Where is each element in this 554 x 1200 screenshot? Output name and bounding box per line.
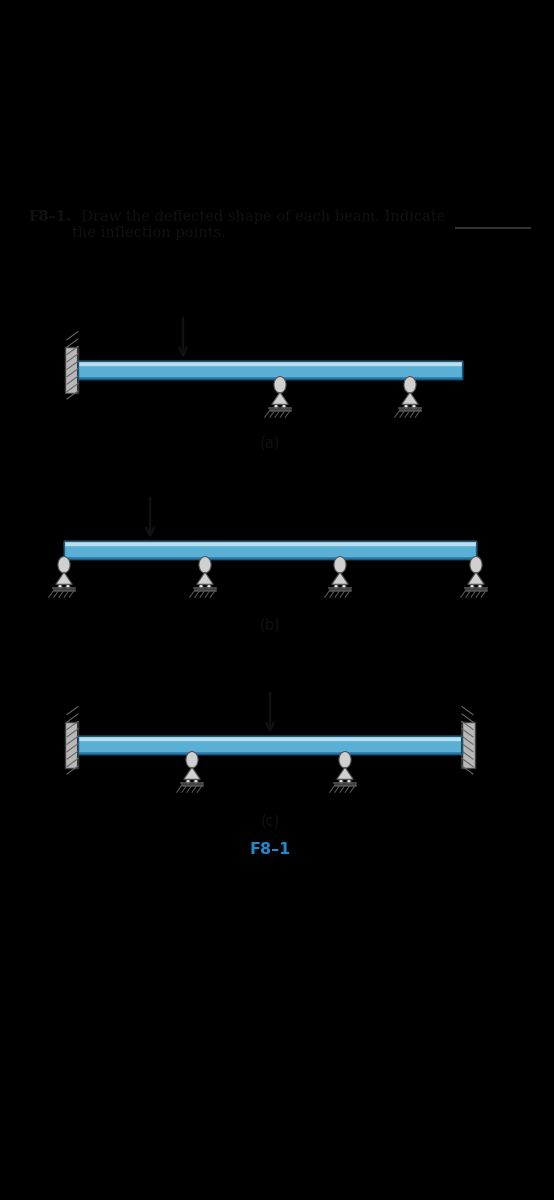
Polygon shape [462,722,475,768]
Circle shape [339,780,343,784]
Circle shape [66,584,70,588]
Circle shape [342,584,346,588]
Ellipse shape [334,557,346,574]
Text: (b): (b) [260,617,280,632]
Text: Draw the deflected shape of each beam. Indicate
the inflection points.: Draw the deflected shape of each beam. I… [72,210,445,240]
Polygon shape [65,347,78,394]
Polygon shape [56,572,72,584]
Circle shape [347,780,351,784]
Text: (c): (c) [260,814,280,828]
Circle shape [194,780,198,784]
Circle shape [282,404,286,408]
Ellipse shape [274,377,286,394]
Circle shape [478,584,482,588]
Circle shape [470,584,474,588]
Circle shape [186,780,190,784]
Circle shape [58,584,62,588]
Polygon shape [197,572,213,584]
Polygon shape [272,392,288,404]
Circle shape [199,584,203,588]
Ellipse shape [470,557,482,574]
Ellipse shape [58,557,70,574]
Circle shape [207,584,211,588]
Circle shape [404,404,408,408]
Polygon shape [332,572,348,584]
Polygon shape [65,722,78,768]
Text: (a): (a) [260,436,280,450]
Polygon shape [402,392,418,404]
Ellipse shape [404,377,416,394]
Ellipse shape [339,751,351,768]
Ellipse shape [186,751,198,768]
Polygon shape [337,767,353,779]
Ellipse shape [199,557,211,574]
Polygon shape [468,572,484,584]
Circle shape [334,584,338,588]
Text: F8–1.: F8–1. [28,210,71,224]
Text: F8–1: F8–1 [249,842,291,857]
Polygon shape [184,767,200,779]
Circle shape [274,404,278,408]
Circle shape [412,404,416,408]
